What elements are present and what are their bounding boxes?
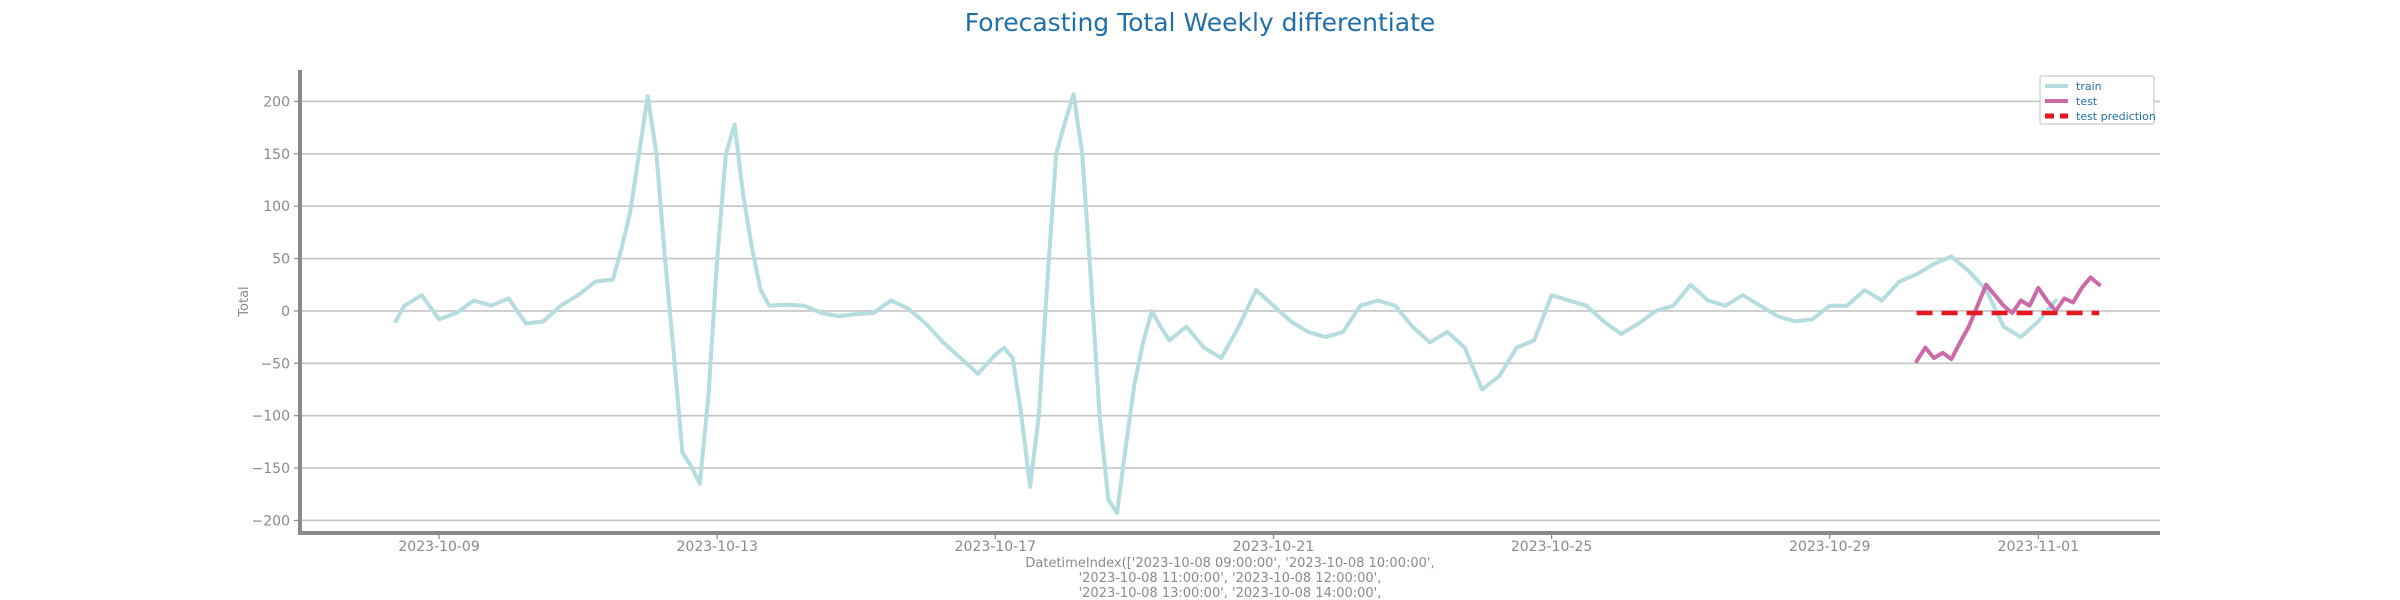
- gridlines: [300, 100, 2160, 522]
- x-tick-label: 2023-10-13: [677, 539, 758, 555]
- axes: [298, 70, 2160, 535]
- y-axis-label: Total: [237, 286, 252, 317]
- y-tick-label: −200: [252, 513, 290, 529]
- y-tick-label: 50: [272, 252, 290, 268]
- y-tick-label: −50: [260, 356, 290, 372]
- legend-label-test-prediction: test prediction: [2076, 110, 2156, 123]
- legend-label-test: test: [2076, 95, 2098, 108]
- legend: train test test prediction: [2039, 75, 2156, 125]
- series-line-train: [393, 92, 2058, 516]
- x-tick-label: 2023-10-09: [398, 539, 479, 555]
- y-tick-label: 0: [281, 304, 290, 320]
- x-axis-label: DatetimeIndex(['2023-10-08 09:00:00', '2…: [1025, 556, 1434, 600]
- x-tick-label: 2023-11-01: [1998, 539, 2079, 555]
- x-axis-label-line: '2023-10-08 13:00:00', '2023-10-08 14:00…: [1079, 586, 1382, 600]
- x-axis-label-line: '2023-10-08 11:00:00', '2023-10-08 12:00…: [1079, 571, 1382, 586]
- series-layer: [393, 92, 2102, 516]
- chart-title: Forecasting Total Weekly differentiate: [965, 8, 1436, 37]
- x-tick-label: 2023-10-29: [1789, 539, 1870, 555]
- x-axis-label-line: DatetimeIndex(['2023-10-08 09:00:00', '2…: [1025, 556, 1434, 571]
- y-tick-label: −100: [252, 409, 290, 425]
- y-tick-labels: 200 150 100 50 0 −50 −100 −150 −200: [252, 94, 300, 529]
- legend-label-train: train: [2076, 80, 2102, 93]
- x-tick-label: 2023-10-21: [1233, 539, 1314, 555]
- x-tick-label: 2023-10-17: [955, 539, 1036, 555]
- series-line-test: [1914, 275, 2102, 364]
- y-tick-label: 200: [263, 94, 290, 110]
- y-tick-label: −150: [252, 461, 290, 477]
- legend-frame: [2039, 75, 2155, 125]
- x-tick-label: 2023-10-25: [1511, 539, 1592, 555]
- y-tick-label: 150: [263, 147, 290, 163]
- x-tick-labels: 2023-10-09 2023-10-13 2023-10-17 2023-10-21…: [398, 533, 2079, 555]
- y-tick-label: 100: [263, 199, 290, 215]
